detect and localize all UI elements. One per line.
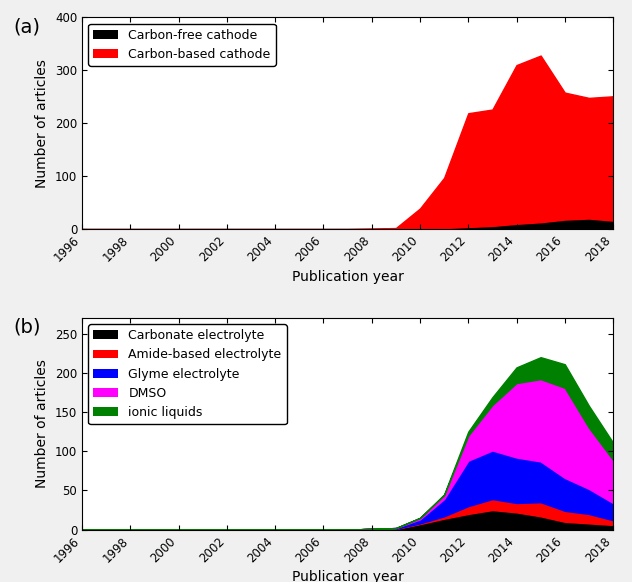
Text: (a): (a) <box>13 17 40 37</box>
Y-axis label: Number of articles: Number of articles <box>35 59 49 188</box>
Legend: Carbon-free cathode, Carbon-based cathode: Carbon-free cathode, Carbon-based cathod… <box>88 24 276 66</box>
X-axis label: Publication year: Publication year <box>291 270 404 284</box>
Text: (b): (b) <box>13 318 40 337</box>
Legend: Carbonate electrolyte, Amide-based electrolyte, Glyme electrolyte, DMSO, ionic l: Carbonate electrolyte, Amide-based elect… <box>88 324 286 424</box>
Y-axis label: Number of articles: Number of articles <box>35 359 49 488</box>
X-axis label: Publication year: Publication year <box>291 570 404 582</box>
